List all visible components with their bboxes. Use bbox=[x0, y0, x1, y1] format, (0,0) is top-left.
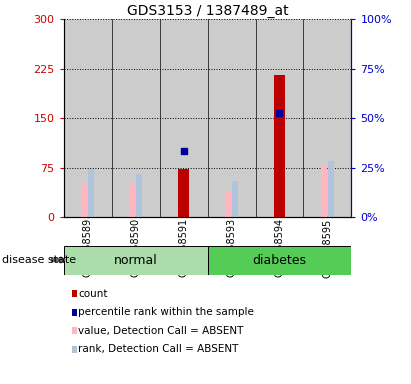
Bar bbox=[225, 190, 231, 217]
Bar bbox=[88, 169, 94, 217]
Bar bbox=[321, 166, 327, 217]
Bar bbox=[208, 19, 256, 217]
Title: GDS3153 / 1387489_at: GDS3153 / 1387489_at bbox=[127, 4, 289, 18]
Bar bbox=[129, 183, 135, 217]
Text: diabetes: diabetes bbox=[252, 254, 307, 266]
Text: count: count bbox=[78, 289, 108, 299]
Bar bbox=[81, 184, 88, 217]
Text: rank, Detection Call = ABSENT: rank, Detection Call = ABSENT bbox=[78, 344, 239, 354]
Bar bbox=[256, 19, 303, 217]
Bar bbox=[159, 19, 208, 217]
Text: disease state: disease state bbox=[2, 255, 76, 265]
FancyBboxPatch shape bbox=[64, 246, 208, 275]
Bar bbox=[178, 169, 189, 217]
Bar bbox=[303, 19, 351, 217]
Bar bbox=[64, 19, 112, 217]
Bar bbox=[136, 174, 142, 217]
Text: percentile rank within the sample: percentile rank within the sample bbox=[78, 307, 254, 317]
Bar bbox=[112, 19, 159, 217]
Text: normal: normal bbox=[114, 254, 157, 266]
Bar bbox=[328, 161, 334, 217]
Text: value, Detection Call = ABSENT: value, Detection Call = ABSENT bbox=[78, 326, 244, 336]
Bar bbox=[274, 75, 285, 217]
Bar bbox=[232, 181, 238, 217]
FancyBboxPatch shape bbox=[208, 246, 351, 275]
